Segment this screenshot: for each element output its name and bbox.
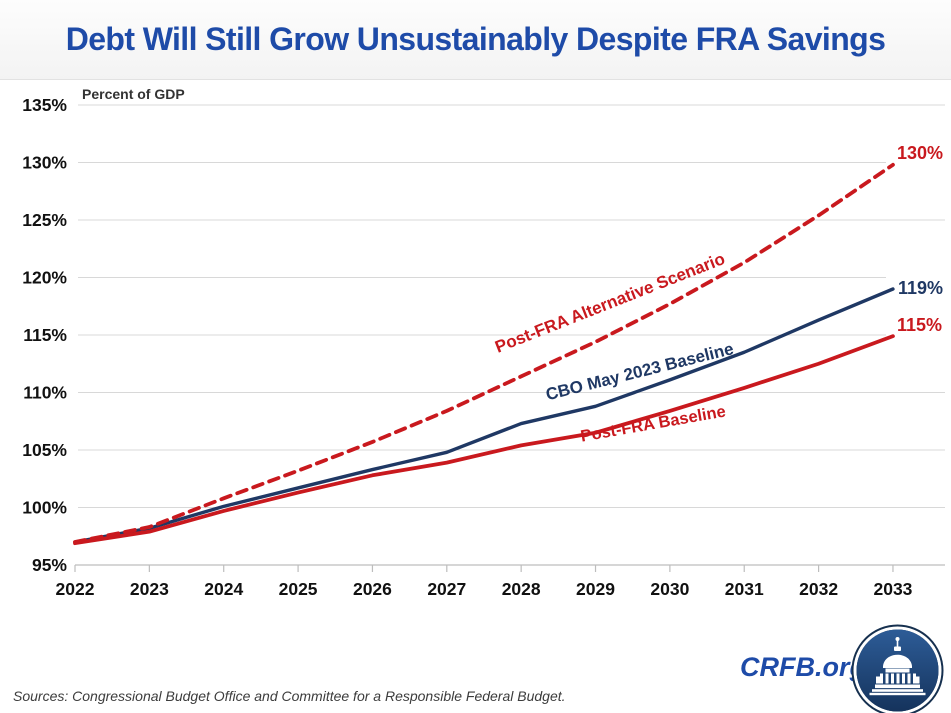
debt-chart: 135% 130% 125% 120% 115% 110% 105% 100% 95% 2022 2… xyxy=(22,95,945,599)
x-tick-label: 2030 xyxy=(650,579,689,599)
series-label: Post-FRA Baseline xyxy=(579,402,727,445)
x-tick-label: 2029 xyxy=(576,579,615,599)
header-band: Debt Will Still Grow Unsustainably Despi… xyxy=(0,0,951,80)
y-tick-label: 135% xyxy=(22,95,67,115)
x-tick-label: 2026 xyxy=(353,579,392,599)
y-tick-label: 105% xyxy=(22,440,67,460)
series-line-2 xyxy=(73,334,895,546)
x-tick-label: 2028 xyxy=(502,579,541,599)
crfb-wordmark: CRFB.org xyxy=(740,652,866,682)
y-tick-label: 125% xyxy=(22,210,67,230)
x-tick-label: 2024 xyxy=(204,579,243,599)
series-line-1 xyxy=(73,287,895,544)
y-tick-label: 130% xyxy=(22,153,67,173)
x-tick-label: 2032 xyxy=(799,579,838,599)
y-tick-label: 110% xyxy=(23,383,67,403)
series-end-label: 130% xyxy=(897,143,943,163)
x-tick-label: 2033 xyxy=(873,579,912,599)
x-tick-label: 2023 xyxy=(130,579,169,599)
chart-region: Percent of GDP 135% 130% 125% 120% 115% 110% 1… xyxy=(0,80,951,620)
series-label: CBO May 2023 Baseline xyxy=(544,339,736,404)
y-axis-unit-label: Percent of GDP xyxy=(82,86,185,102)
crfb-logo xyxy=(849,622,946,713)
series-end-label: 119% xyxy=(898,278,943,298)
x-tick-label: 2025 xyxy=(279,579,318,599)
sources-note: Sources: Congressional Budget Office and… xyxy=(13,688,566,704)
x-tick-label: 2022 xyxy=(56,579,95,599)
y-tick-label: 115% xyxy=(23,325,67,345)
capitol-dome-icon xyxy=(869,637,926,696)
page-title: Debt Will Still Grow Unsustainably Despi… xyxy=(65,21,886,57)
capitol-logo-icon xyxy=(851,624,944,713)
series-end-label: 115% xyxy=(897,315,942,335)
x-tick-label: 2027 xyxy=(427,579,466,599)
y-tick-label: 95% xyxy=(32,555,67,575)
x-tick-label: 2031 xyxy=(725,579,764,599)
series-line-0 xyxy=(73,162,895,544)
series-label: Post-FRA Alternative Scenario xyxy=(492,249,727,357)
y-tick-label: 120% xyxy=(22,268,67,288)
y-tick-label: 100% xyxy=(22,498,67,518)
